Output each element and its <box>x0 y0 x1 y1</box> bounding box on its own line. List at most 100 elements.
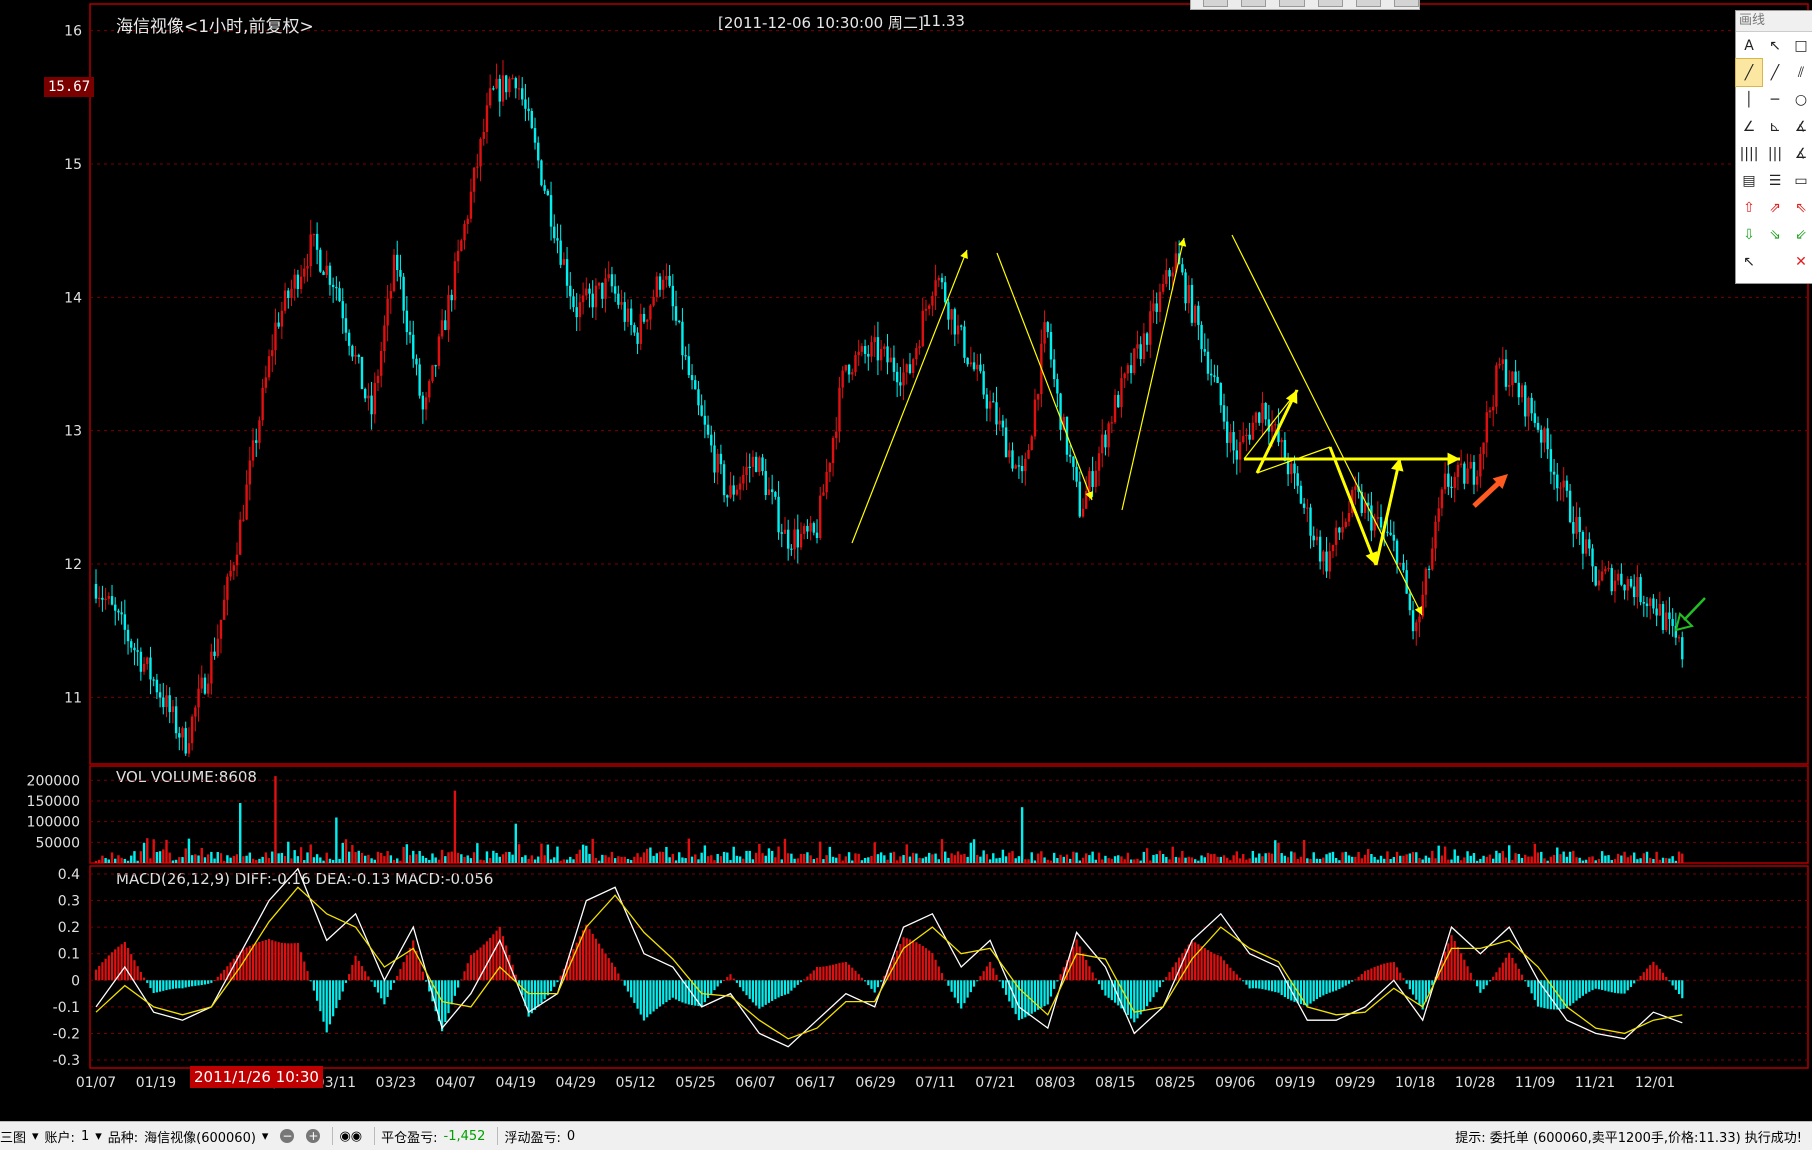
arrow-pointer-icon[interactable]: ↖ <box>1769 37 1781 54</box>
candle-body <box>1498 363 1501 366</box>
macd-bar <box>915 942 918 981</box>
plus-icon[interactable]: + <box>306 1129 321 1143</box>
volume-bar <box>517 844 521 863</box>
stock-chart[interactable]: 16151413121101/0701/1903/0103/1103/2304/… <box>0 0 1812 1120</box>
macd-bar <box>258 942 261 981</box>
top-toolbar[interactable] <box>1190 0 1420 10</box>
cycle-lines-icon[interactable]: |||| <box>1739 145 1759 162</box>
parallel-lines-icon[interactable]: ⫽ <box>1797 64 1805 81</box>
macd-bar <box>767 980 771 1003</box>
volume-bar <box>1559 854 1562 863</box>
segment-icon[interactable]: ╱ <box>1735 58 1763 87</box>
candle-body <box>992 401 995 403</box>
volume-bar <box>953 855 957 863</box>
candle-body <box>956 325 960 335</box>
symbol-select[interactable]: 海信视像(600060) <box>144 1130 256 1146</box>
volume-bar <box>921 858 924 863</box>
delete-icon[interactable]: ✕ <box>1795 253 1807 270</box>
fan-icon[interactable]: ∡ <box>1794 118 1808 135</box>
drawing-toolbox[interactable]: 画线 A ↖ □ ╱ ╱ ⫽ │ ─ ○ ∠ ⊾ ∡ |||| ||| ∡ ▤ ☰ ▭ ⇧ ⇗ ⇖ ⇩ ⇘ ⇙ ↖ ✕ <box>1735 10 1812 284</box>
toolbar-button[interactable] <box>1241 0 1267 7</box>
down-right-arrow-icon[interactable]: ⇘ <box>1769 226 1781 243</box>
macd-bar <box>870 980 873 989</box>
period-icon[interactable]: ▤ <box>1742 172 1756 189</box>
toolbar-button[interactable] <box>1203 0 1229 7</box>
volume-bar <box>421 855 425 863</box>
candle-body <box>780 532 783 534</box>
macd-bar <box>444 980 447 1023</box>
macd-bar <box>780 980 783 996</box>
volume-bar <box>575 853 578 863</box>
toolbox-title: 画线 <box>1736 11 1812 32</box>
macd-bar <box>655 980 658 1009</box>
candle-body <box>559 240 562 265</box>
down-arrow-icon[interactable]: ⇩ <box>1743 226 1755 243</box>
candle-body <box>1392 534 1396 541</box>
macd-bar <box>1668 980 1671 982</box>
rectangle-icon[interactable]: □ <box>1794 37 1808 54</box>
candle-body <box>1290 463 1293 475</box>
minus-icon[interactable]: − <box>280 1129 295 1143</box>
toolbar-button[interactable] <box>1393 0 1420 7</box>
macd-bar <box>290 943 293 981</box>
vertical-line-icon[interactable]: │ <box>1744 91 1754 108</box>
view-label[interactable]: 三图 <box>0 1130 27 1146</box>
macd-bar <box>937 966 940 981</box>
candle-body <box>328 265 332 285</box>
macd-bar <box>774 980 777 1000</box>
candle-body <box>168 695 171 713</box>
up-arrow-icon[interactable]: ⇧ <box>1743 199 1755 216</box>
glasses-icon[interactable]: ◉◉ <box>339 1128 363 1144</box>
volume-bar <box>1222 855 1226 863</box>
orange-arrow-head <box>1492 474 1508 490</box>
volume-bar <box>976 854 979 863</box>
volume-bar <box>825 855 828 863</box>
reverse-angle-icon[interactable]: ⊾ <box>1769 118 1781 135</box>
toolbar-button[interactable] <box>1355 0 1381 7</box>
gann-icon[interactable]: ∡ <box>1794 145 1808 162</box>
candle-body <box>1600 571 1604 581</box>
candle-body <box>1270 425 1274 432</box>
trend-arrow-up <box>1121 237 1185 511</box>
volume-bar <box>918 857 921 863</box>
volume-bar <box>1578 857 1581 863</box>
dropdown-arrow-icon[interactable]: ▾ <box>95 1128 102 1144</box>
ruler-icon[interactable]: ▭ <box>1794 172 1808 189</box>
macd-bar <box>533 980 537 1010</box>
volume-bar <box>200 847 203 863</box>
angle-icon[interactable]: ∠ <box>1742 118 1756 135</box>
macd-bar <box>995 974 998 981</box>
candle-body <box>197 688 200 708</box>
up-right-arrow-icon[interactable]: ⇗ <box>1769 199 1781 216</box>
account-select[interactable]: 1 <box>80 1128 90 1144</box>
dropdown-arrow-icon[interactable]: ▾ <box>32 1128 39 1144</box>
candle-body <box>504 75 508 93</box>
empty-icon[interactable] <box>1762 248 1788 275</box>
toolbar-button[interactable] <box>1279 0 1305 7</box>
macd-bar <box>1671 980 1674 986</box>
macd-bar <box>530 980 533 1014</box>
volume-bar <box>1171 846 1174 863</box>
candle-body <box>1306 507 1309 509</box>
volume-bar <box>585 845 588 863</box>
line-icon[interactable]: ╱ <box>1770 64 1780 81</box>
select-icon[interactable]: ↖ <box>1743 253 1755 270</box>
macd-bar <box>726 977 729 981</box>
percent-icon[interactable]: ☰ <box>1768 172 1782 189</box>
toolbar-button[interactable] <box>1317 0 1343 7</box>
ellipse-icon[interactable]: ○ <box>1794 91 1808 108</box>
candle-body <box>1309 507 1312 536</box>
volume-bar <box>1232 855 1235 863</box>
candle-body <box>357 354 360 357</box>
macd-bar <box>479 947 482 981</box>
volume-bar <box>966 856 969 863</box>
down-left-arrow-icon[interactable]: ⇙ <box>1795 226 1807 243</box>
fibonacci-lines-icon[interactable]: ||| <box>1767 145 1783 162</box>
dropdown-arrow-icon[interactable]: ▾ <box>261 1128 269 1144</box>
horizontal-line-icon[interactable]: ─ <box>1770 91 1780 108</box>
volume-bar <box>1357 851 1360 863</box>
text-icon[interactable]: A <box>1744 37 1754 54</box>
candle-body <box>312 233 316 236</box>
trend-arrow-down <box>1231 234 1423 616</box>
up-left-arrow-icon[interactable]: ⇖ <box>1795 199 1807 216</box>
